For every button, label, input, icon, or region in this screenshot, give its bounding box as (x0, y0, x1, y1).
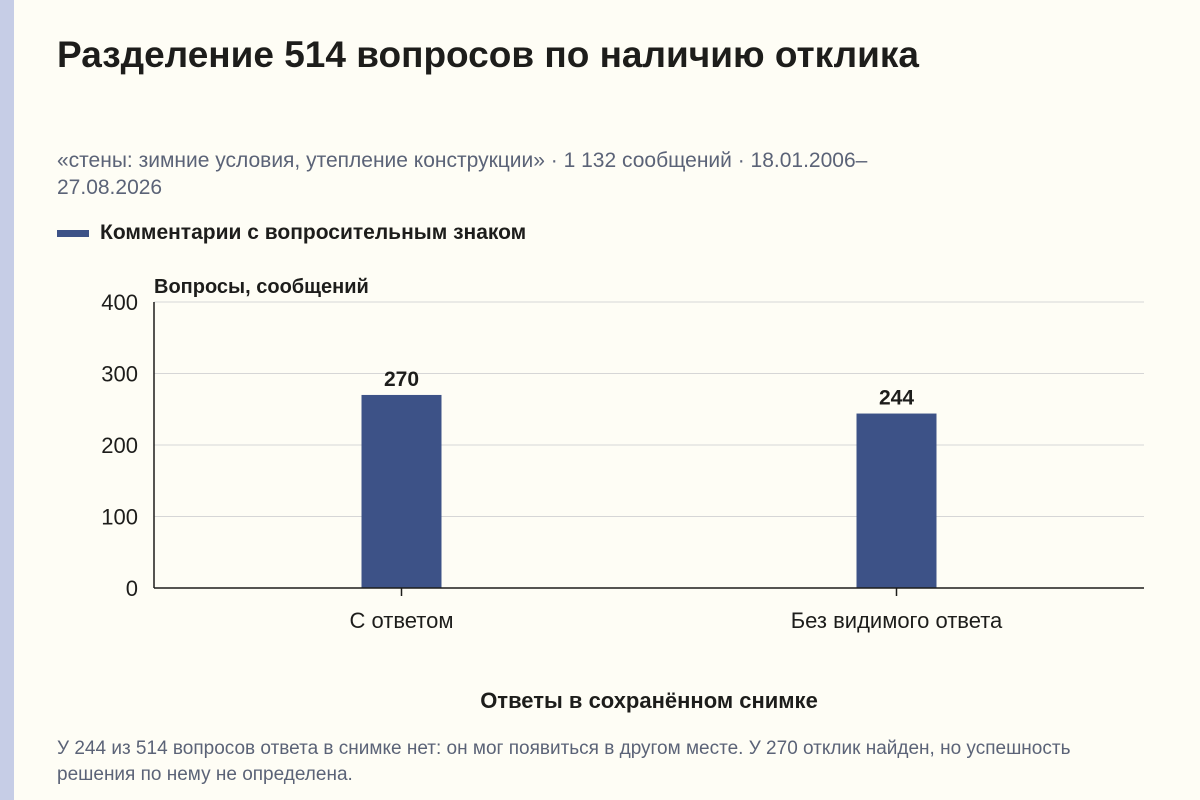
chart-footnote: У 244 из 514 вопросов ответа в снимке не… (57, 738, 1071, 785)
y-axis-title: Вопросы, сообщений (154, 276, 369, 298)
bar-value-label: 270 (384, 368, 419, 391)
bar-value-label: 244 (879, 387, 914, 410)
x-tick-label: Без видимого ответа (791, 608, 1003, 633)
grid-lines (154, 301, 1144, 517)
left-accent-stripe (0, 0, 14, 800)
chart-subtitle: «стены: зимние условия, утепление констр… (57, 149, 868, 199)
labels: 0 100 200 300 400 Вопросы, сообщений 270 С отве… (101, 276, 1003, 713)
y-tick-label: 400 (101, 290, 138, 315)
x-tick-label: С ответом (350, 608, 454, 633)
y-tick-label: 200 (101, 433, 138, 458)
x-axis-title: Ответы в сохранённом снимке (480, 688, 818, 713)
y-tick-label: 0 (126, 576, 138, 601)
y-tick-label: 300 (101, 362, 138, 387)
bar-chart: 0 100 200 300 400 Вопросы, сообщений 270 С отве… (101, 276, 1144, 713)
bars (361, 394, 937, 588)
y-tick-label: 100 (101, 505, 138, 530)
bar (361, 394, 442, 588)
axes (153, 302, 1144, 596)
legend-label: Комментарии с вопросительным знаком (100, 221, 527, 244)
bar (856, 413, 937, 588)
legend: Комментарии с вопросительным знаком (57, 219, 526, 247)
legend-swatch (57, 229, 89, 237)
chart-title: Разделение 514 вопросов по наличию откли… (57, 34, 919, 75)
